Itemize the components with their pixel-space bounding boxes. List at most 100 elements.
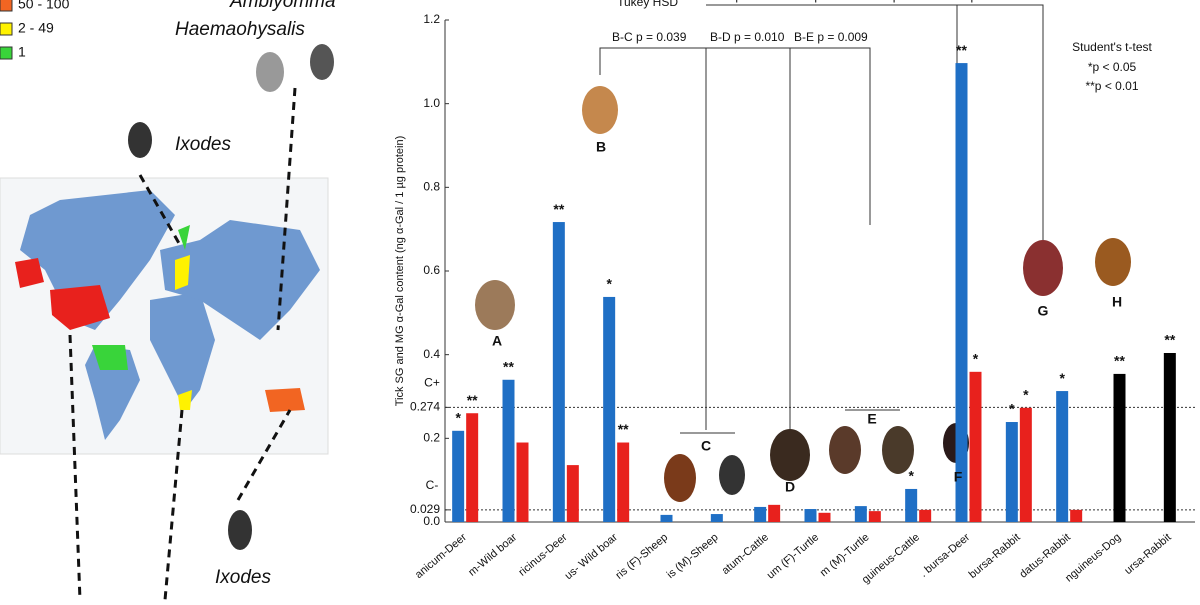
bar — [710, 514, 723, 522]
reference-label: C+ — [424, 376, 440, 390]
europe — [175, 255, 190, 290]
group-label: C — [701, 438, 711, 454]
significance-label: * — [1023, 386, 1029, 402]
significance-label: ** — [956, 42, 967, 58]
bar — [1163, 352, 1176, 522]
eurasia — [160, 220, 320, 340]
pointer — [236, 409, 292, 501]
bar — [1113, 373, 1126, 522]
x-tick-label: um (F)-Turtle — [765, 531, 822, 581]
group-label: D — [785, 479, 795, 495]
x-tick-label: . bursa-Deer — [918, 531, 973, 580]
y-tick-label: 1.0 — [423, 96, 440, 110]
annotation: *p < 0.05 — [1088, 60, 1137, 74]
x-tick-label: ursa-Rabbit — [1122, 531, 1173, 577]
bar — [660, 514, 673, 522]
tick-icon — [882, 426, 914, 474]
x-tick-label: ris (F)-Sheep — [613, 531, 670, 581]
x-tick-label: m (M)-Turtle — [818, 531, 872, 579]
annotation: Student's t-test — [1072, 40, 1152, 54]
bar — [969, 371, 982, 522]
tick-icon — [664, 454, 696, 502]
australia — [265, 388, 305, 412]
y-tick-label: 0.6 — [423, 263, 440, 277]
bar — [1070, 509, 1083, 522]
africa — [150, 292, 215, 410]
y-tick-label: 0.2 — [423, 431, 440, 445]
legend-swatch — [0, 22, 13, 36]
group-label: G — [1038, 303, 1049, 319]
y-axis-label: Tick SG and MG α-Gal content (ng α-Gal /… — [394, 136, 406, 407]
bar — [804, 509, 817, 522]
bar — [768, 504, 781, 522]
legend-swatch — [0, 46, 13, 60]
significance-label: ** — [618, 421, 629, 437]
group-label: A — [492, 333, 502, 349]
bar — [466, 413, 479, 522]
bar — [1005, 422, 1018, 522]
genus-label: Haemaohysalis — [175, 19, 305, 40]
group-label: F — [954, 469, 963, 485]
bar — [754, 506, 767, 522]
tick-icon — [770, 429, 810, 481]
alaska — [15, 258, 44, 288]
map-legend: 50 - 100 2 - 49 1 — [0, 0, 70, 60]
bar — [502, 379, 515, 522]
legend-label: 1 — [18, 44, 26, 60]
significance-label: * — [1059, 370, 1065, 386]
tick-icon — [228, 510, 252, 550]
pointer — [163, 409, 184, 601]
x-tick-label: us- Wild boar — [563, 531, 621, 582]
bracket — [706, 4, 1044, 440]
south-africa — [178, 390, 192, 410]
annotation: C-G p = 0.008 D-G p = 0.001 E-G p = 0.00… — [710, 0, 1021, 3]
tick-pictures — [475, 86, 1131, 502]
bar — [1056, 391, 1069, 522]
pointer — [276, 87, 297, 331]
bar — [818, 512, 831, 522]
annotation: **p < 0.01 — [1085, 79, 1138, 93]
significance-label: * — [973, 351, 979, 367]
tick-icon — [719, 455, 745, 495]
brazil — [92, 345, 128, 370]
annotation: B-C p = 0.039 — [612, 30, 687, 44]
x-tick-label: anicum-Deer — [413, 531, 469, 581]
bar — [552, 222, 565, 522]
tick-icon — [310, 44, 334, 80]
bar — [1019, 407, 1032, 522]
x-tick-label: m-Wild boar — [466, 531, 519, 579]
reference-label: C- — [426, 478, 439, 492]
bar — [516, 442, 529, 522]
genus-label: Amblyomma — [229, 0, 336, 12]
bar — [617, 442, 630, 522]
x-tick-label: bursa-Rabbit — [967, 531, 1023, 581]
bar — [854, 506, 867, 522]
significance-label: ** — [1164, 332, 1175, 348]
tick-icon — [256, 52, 284, 92]
tick-icon — [829, 426, 861, 474]
y-tick-label: 0.029 — [410, 502, 440, 516]
bar — [905, 488, 918, 522]
significance-label: * — [606, 276, 612, 292]
x-tick-label: is (M)-Sheep — [665, 531, 721, 581]
usa — [50, 285, 110, 330]
x-tick-label: ricinus-Deer — [516, 531, 569, 579]
legend-swatch — [0, 0, 13, 12]
bar — [566, 465, 579, 522]
bar — [868, 511, 881, 522]
y-tick-label: 0.8 — [423, 180, 440, 194]
genus-label: Ixodes — [175, 134, 231, 155]
bracket — [705, 48, 791, 430]
group-label: B — [596, 139, 606, 155]
bracket — [680, 409, 900, 434]
tick-icon — [1095, 238, 1131, 286]
significance-label: ** — [1114, 353, 1125, 369]
bar — [955, 63, 968, 523]
group-label: E — [867, 411, 876, 427]
x-tick-label: atum-Cattle — [720, 531, 771, 577]
bar — [919, 509, 932, 522]
annotation: B-D p = 0.010 — [710, 30, 785, 44]
